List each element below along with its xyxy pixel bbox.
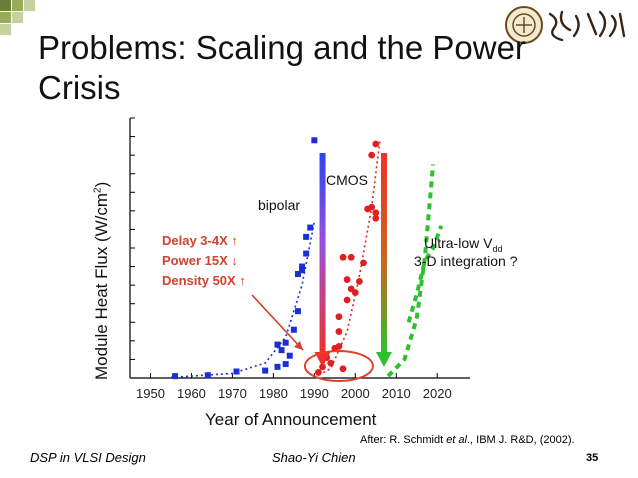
bipolar-point bbox=[282, 339, 289, 346]
cmos-point bbox=[335, 343, 343, 350]
cmos-arrow-shaft bbox=[380, 153, 387, 353]
ultralow-sub: dd bbox=[492, 243, 503, 254]
bipolar-point bbox=[307, 224, 314, 231]
cmos-point bbox=[347, 253, 355, 261]
chart-axes bbox=[129, 117, 470, 379]
bipolar-point bbox=[311, 137, 318, 144]
future-trend-line bbox=[386, 164, 436, 378]
bipolar-point bbox=[204, 372, 211, 379]
citation: After: R. Schmidt et al., IBM J. R&D, (2… bbox=[360, 434, 575, 446]
x-tick-label: 1950 bbox=[136, 386, 165, 401]
page-number: 35 bbox=[586, 452, 599, 464]
footer-course: DSP in VLSI Design bbox=[30, 450, 146, 465]
x-tick-label: 1990 bbox=[300, 386, 329, 401]
cmos-point bbox=[343, 296, 351, 304]
cmos-point bbox=[339, 365, 347, 373]
cmos-trend-line bbox=[313, 140, 381, 378]
note-pointer-head bbox=[294, 341, 303, 350]
power-note: Power 15X ↓ bbox=[162, 253, 238, 268]
x-tick-label: 1980 bbox=[259, 386, 288, 401]
y-axis-label: Module Heat Flux (W/cm2) bbox=[92, 182, 112, 380]
deco-square-3 bbox=[24, 0, 35, 11]
y-axis-label-text: Module Heat Flux (W/cm bbox=[92, 192, 111, 380]
bipolar-trend-line bbox=[170, 221, 316, 379]
delay-note: Delay 3-4X ↑ bbox=[162, 233, 238, 248]
x-tick-label: 1960 bbox=[177, 386, 206, 401]
cmos-point bbox=[368, 151, 376, 159]
cmos-point bbox=[335, 328, 343, 335]
citation-prefix: After: R. Schmidt bbox=[360, 434, 447, 446]
bipolar-point bbox=[286, 352, 293, 359]
bipolar-point bbox=[299, 267, 306, 274]
bipolar-arrow-head bbox=[314, 352, 331, 367]
x-tick-label: 2010 bbox=[382, 386, 411, 401]
transition-highlight-ellipse bbox=[303, 350, 374, 382]
ultralow-text: Ultra-low V bbox=[424, 235, 493, 251]
cmos-label: CMOS bbox=[326, 172, 368, 188]
cmos-point bbox=[355, 278, 363, 285]
bipolar-point bbox=[278, 347, 285, 354]
technology-arrows bbox=[251, 153, 392, 382]
cmos-arrow-head bbox=[375, 352, 392, 367]
data-points bbox=[172, 137, 380, 380]
x-tick-label: 1970 bbox=[218, 386, 247, 401]
bipolar-point bbox=[303, 250, 310, 257]
bipolar-arrow-shaft bbox=[319, 153, 326, 353]
bipolar-point bbox=[274, 363, 281, 370]
bipolar-point bbox=[274, 341, 281, 348]
cmos-point bbox=[335, 313, 343, 321]
cmos-point bbox=[315, 369, 322, 376]
trend-lines bbox=[170, 140, 444, 379]
note-pointer-line bbox=[251, 294, 304, 351]
cmos-point bbox=[360, 259, 367, 267]
y-axis-label-close: ) bbox=[92, 181, 111, 188]
deco-square-2 bbox=[12, 0, 23, 11]
cmos-point bbox=[372, 214, 380, 222]
deco-square-5 bbox=[12, 12, 23, 23]
deco-square-6 bbox=[0, 24, 11, 35]
cmos-point bbox=[339, 253, 347, 261]
x-axis-label: Year of Announcement bbox=[205, 410, 377, 429]
bipolar-point bbox=[233, 368, 240, 375]
bipolar-label: bipolar bbox=[258, 197, 301, 213]
density-note: Density 50X ↑ bbox=[162, 273, 246, 288]
citation-etal: et al bbox=[446, 434, 467, 446]
bipolar-point bbox=[303, 233, 310, 240]
bipolar-point bbox=[299, 263, 306, 270]
bipolar-point bbox=[294, 271, 301, 277]
bipolar-point bbox=[290, 326, 297, 333]
bipolar-point bbox=[172, 373, 179, 380]
university-logo bbox=[504, 4, 634, 46]
ultralow-vdd-label: Ultra-low Vdd bbox=[424, 235, 502, 254]
x-tick-label: 2000 bbox=[341, 386, 370, 401]
slide-title: Problems: Scaling and the Power Crisis bbox=[38, 29, 526, 106]
deco-square-4 bbox=[0, 12, 11, 23]
cmos-point bbox=[372, 209, 380, 217]
x-tick-labels: 1950 1960 1970 1980 1990 2000 2010 2020 bbox=[136, 386, 452, 401]
citation-suffix: ., IBM J. R&D, (2002). bbox=[467, 434, 575, 446]
cmos-point bbox=[327, 359, 335, 367]
bipolar-point bbox=[262, 367, 269, 374]
bipolar-point bbox=[282, 361, 289, 368]
y-axis-label-sup: 2 bbox=[92, 187, 104, 193]
cmos-point bbox=[343, 276, 351, 283]
cmos-point bbox=[372, 140, 380, 148]
footer-author: Shao-Yi Chien bbox=[272, 450, 356, 465]
x-tick-label: 2020 bbox=[423, 386, 452, 401]
deco-square-1 bbox=[0, 0, 11, 11]
cmos-point bbox=[368, 203, 376, 211]
integration-label: 3-D integration ? bbox=[414, 253, 518, 269]
bipolar-point bbox=[294, 308, 301, 315]
cmos-point bbox=[351, 289, 359, 296]
